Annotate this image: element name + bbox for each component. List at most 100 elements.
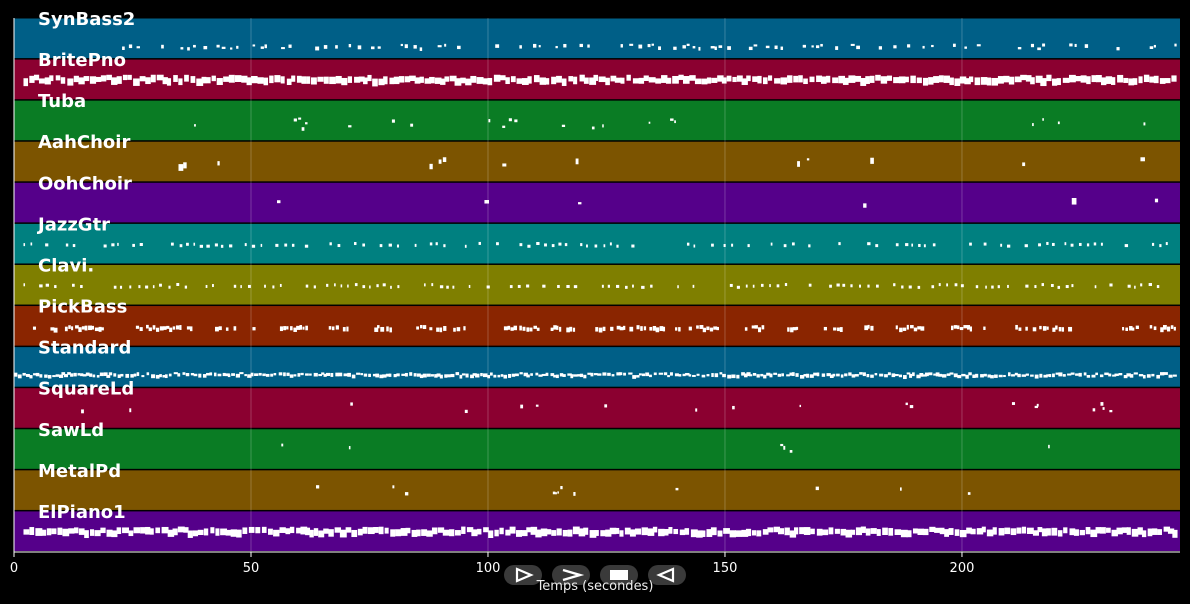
note-mark — [553, 374, 556, 378]
note-mark — [986, 529, 994, 537]
note-mark — [1126, 373, 1131, 377]
note-mark — [354, 242, 357, 246]
note-mark — [706, 529, 713, 537]
note-mark — [731, 243, 734, 247]
note-mark — [699, 325, 704, 329]
note-mark — [556, 325, 559, 330]
note-mark — [233, 284, 237, 288]
note-mark — [799, 404, 802, 408]
note-mark — [568, 76, 574, 82]
note-mark — [1092, 408, 1096, 412]
note-mark — [667, 375, 670, 378]
note-mark — [714, 373, 719, 378]
note-mark — [213, 372, 217, 377]
note-mark — [559, 326, 562, 332]
note-mark — [101, 327, 104, 331]
note-mark — [837, 327, 840, 332]
note-mark — [583, 374, 587, 379]
note-mark — [400, 528, 408, 536]
note-mark — [1064, 242, 1067, 246]
note-mark — [700, 530, 706, 537]
track-label: OohChoir — [38, 173, 132, 194]
note-mark — [1100, 402, 1104, 406]
note-mark — [607, 372, 611, 376]
note-mark — [197, 529, 204, 536]
note-mark — [1008, 372, 1011, 377]
note-mark — [351, 374, 356, 379]
note-mark — [1032, 327, 1037, 332]
note-mark — [456, 327, 461, 332]
note-mark — [876, 284, 879, 288]
note-mark — [388, 243, 392, 247]
note-mark — [589, 77, 597, 85]
rewind-button[interactable] — [648, 565, 686, 585]
note-mark — [449, 529, 455, 537]
note-mark — [1058, 327, 1062, 332]
note-mark — [449, 75, 457, 82]
note-mark — [1085, 527, 1091, 535]
note-mark — [658, 46, 662, 50]
note-mark — [533, 75, 540, 83]
note-mark — [686, 43, 690, 46]
note-mark — [770, 242, 773, 246]
note-mark — [148, 327, 152, 332]
note-mark — [152, 325, 156, 330]
note-mark — [575, 158, 579, 165]
track-label: PickBass — [38, 297, 127, 318]
note-mark — [1111, 529, 1118, 537]
note-mark — [103, 372, 108, 376]
note-mark — [250, 372, 254, 377]
note-mark — [1017, 373, 1021, 378]
note-mark — [527, 244, 531, 248]
note-mark — [106, 529, 113, 537]
note-mark — [806, 158, 810, 161]
stop-button[interactable] — [600, 565, 638, 585]
note-mark — [35, 372, 40, 377]
fast-forward-button[interactable] — [552, 565, 590, 585]
note-mark — [1048, 374, 1052, 378]
note-mark — [863, 203, 867, 208]
note-mark — [862, 372, 866, 377]
note-mark — [1143, 74, 1150, 83]
note-mark — [23, 529, 30, 535]
note-mark — [1109, 283, 1113, 287]
note-mark — [932, 243, 936, 247]
note-mark — [273, 372, 277, 376]
note-mark — [957, 375, 962, 379]
note-mark — [933, 76, 940, 83]
note-mark — [1062, 77, 1070, 83]
note-mark — [516, 530, 522, 537]
note-mark — [579, 373, 584, 378]
note-mark — [1046, 528, 1051, 536]
note-mark — [566, 327, 570, 333]
note-mark — [291, 75, 296, 82]
note-mark — [746, 372, 751, 377]
note-mark — [1129, 326, 1133, 331]
note-mark — [161, 526, 169, 534]
note-mark — [426, 373, 431, 377]
note-mark — [652, 526, 658, 533]
note-mark — [903, 76, 909, 83]
note-mark — [727, 46, 731, 50]
note-mark — [183, 162, 187, 169]
note-mark — [620, 77, 625, 84]
note-mark — [1034, 285, 1037, 289]
note-mark — [928, 77, 934, 85]
note-mark — [377, 325, 380, 329]
note-mark — [560, 486, 563, 490]
note-mark — [244, 374, 247, 377]
note-mark — [357, 45, 362, 50]
note-mark — [894, 374, 899, 377]
play-button[interactable] — [504, 565, 542, 585]
note-mark — [578, 202, 582, 205]
note-mark — [385, 373, 391, 377]
note-mark — [1133, 372, 1138, 375]
note-mark — [395, 529, 402, 537]
note-mark — [99, 372, 104, 377]
note-mark — [439, 374, 443, 379]
note-mark — [1052, 78, 1058, 86]
note-mark — [1099, 527, 1106, 534]
note-mark — [911, 243, 914, 247]
note-mark — [791, 372, 795, 377]
note-mark — [803, 527, 811, 535]
